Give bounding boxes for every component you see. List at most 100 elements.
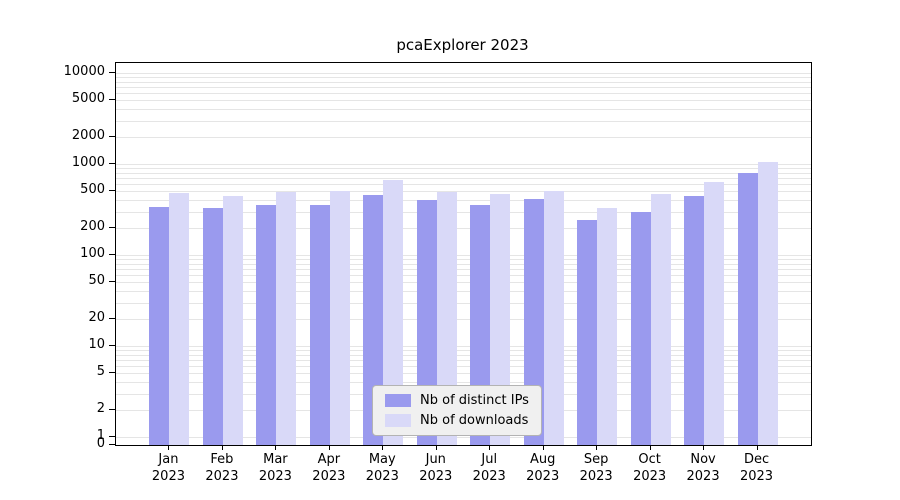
gridline (116, 172, 811, 174)
gridline (116, 73, 811, 74)
x-tick-label: Nov 2023 (686, 452, 720, 484)
gridline (116, 100, 811, 102)
bar-downloads-jul (490, 194, 511, 445)
y-tick-mark (109, 436, 115, 437)
bar-ips-nov (684, 196, 705, 445)
gridline (116, 200, 811, 202)
gridline (116, 382, 811, 384)
gridline (116, 164, 811, 165)
chart-title: pcaExplorer 2023 (396, 36, 529, 54)
gridline (116, 282, 811, 284)
bar-downloads-nov (704, 181, 725, 445)
gridline (116, 373, 811, 375)
y-tick-label: 20 (88, 309, 105, 325)
bar-ips-jun (416, 200, 437, 445)
y-tick-mark (109, 281, 115, 283)
bar-downloads-aug (543, 190, 564, 445)
gridline (116, 211, 811, 213)
legend-item-downloads: Nb of downloads (385, 413, 529, 428)
bar-downloads-dec (757, 162, 778, 445)
y-tick-label: 100 (80, 246, 105, 261)
x-tick-mark (435, 445, 437, 450)
legend-label-ips: Nb of distinct IPs (420, 393, 529, 408)
x-tick-mark (756, 445, 758, 450)
gridline (116, 93, 811, 95)
y-tick-label: 50 (88, 273, 105, 289)
x-tick-mark (596, 445, 598, 450)
x-tick-label: Aug 2023 (526, 452, 560, 484)
gridline (116, 302, 811, 304)
x-tick-label: May 2023 (365, 452, 399, 484)
bar-ips-oct (630, 211, 651, 445)
x-tick-label: Jul 2023 (472, 452, 506, 484)
y-tick-label: 10000 (63, 64, 105, 79)
bar-ips-may (363, 194, 384, 445)
bar-ips-apr (309, 205, 330, 445)
x-tick-label: Apr 2023 (312, 452, 346, 484)
legend-swatch-downloads (385, 414, 411, 427)
x-tick-mark (382, 445, 384, 450)
y-tick-mark (109, 408, 115, 410)
bar-downloads-jan (169, 193, 190, 445)
x-tick-mark (542, 445, 544, 450)
y-tick-mark (109, 135, 115, 137)
bar-downloads-apr (329, 191, 350, 445)
x-tick-label: Jan 2023 (151, 452, 185, 484)
gridline (116, 360, 811, 362)
gridline (116, 184, 811, 186)
gridline (116, 87, 811, 89)
gridline (116, 318, 811, 320)
y-tick-label: 1 (96, 428, 105, 443)
gridline (116, 191, 811, 193)
bar-downloads-mar (276, 191, 297, 445)
y-tick-label: 5000 (71, 91, 105, 107)
legend-swatch-ips (385, 394, 411, 407)
gridline (116, 291, 811, 293)
y-tick-label: 5 (96, 364, 105, 380)
y-tick-label: 200 (80, 218, 105, 234)
bar-ips-dec (737, 172, 758, 445)
gridline (116, 136, 811, 138)
bar-downloads-sep (597, 207, 618, 445)
y-tick-mark (109, 345, 115, 346)
legend-item-distinct-ips: Nb of distinct IPs (385, 393, 529, 408)
gridline (116, 269, 811, 271)
y-tick-mark (109, 226, 115, 228)
bar-ips-aug (523, 199, 544, 445)
y-tick-label: 2000 (71, 127, 105, 143)
gridline (116, 437, 811, 438)
gridline (116, 81, 811, 83)
x-tick-mark (489, 445, 491, 450)
x-tick-mark (168, 445, 170, 450)
gridline (116, 275, 811, 277)
legend-label-downloads: Nb of downloads (420, 413, 529, 428)
y-tick-label: 10 (88, 337, 105, 352)
gridline (116, 346, 811, 347)
y-tick-label: 500 (80, 182, 105, 198)
gridline (116, 259, 811, 261)
gridline (116, 350, 811, 352)
y-tick-mark (109, 317, 115, 319)
y-tick-mark (109, 254, 115, 255)
y-tick-label: 1000 (71, 155, 105, 170)
plot-area: Nb of distinct IPs Nb of downloads (115, 62, 812, 446)
x-tick-label: Jun 2023 (419, 452, 453, 484)
x-tick-mark (703, 445, 705, 450)
bar-downloads-jun (436, 192, 457, 445)
gridline (116, 120, 811, 122)
y-tick-mark (109, 163, 115, 164)
gridline (116, 366, 811, 368)
x-tick-label: Oct 2023 (633, 452, 667, 484)
gridline (116, 178, 811, 180)
legend: Nb of distinct IPs Nb of downloads (372, 385, 542, 436)
bar-downloads-feb (222, 195, 243, 445)
gridline (116, 263, 811, 265)
x-tick-label: Dec 2023 (739, 452, 774, 484)
bar-downloads-oct (650, 193, 671, 445)
y-tick-mark (109, 444, 115, 445)
y-tick-label: 2 (96, 400, 105, 416)
bar-ips-feb (202, 207, 223, 445)
gridline (116, 227, 811, 229)
x-tick-label: Feb 2023 (205, 452, 239, 484)
